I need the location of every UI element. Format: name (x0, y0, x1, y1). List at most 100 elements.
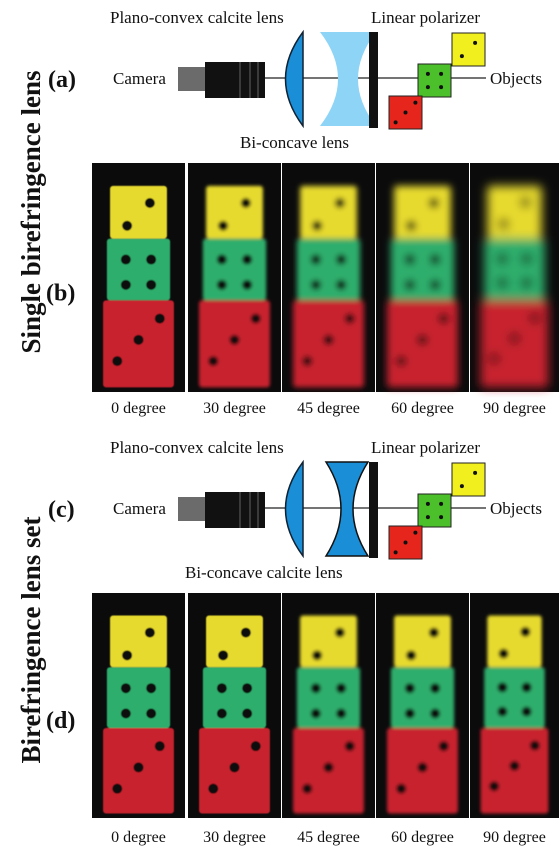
pip (405, 683, 415, 693)
figure: (a) Plano-convex calcite lens Linear polar… (0, 0, 559, 848)
pip (396, 356, 406, 366)
pip (497, 278, 507, 288)
caption: 30 degree (203, 400, 266, 417)
pip (522, 707, 532, 717)
dice-photo (293, 186, 364, 388)
pip (522, 682, 532, 692)
pip (439, 85, 443, 89)
pip (311, 255, 321, 265)
pip (208, 356, 218, 366)
pip (218, 650, 228, 660)
pip (336, 709, 346, 719)
pip (430, 709, 440, 719)
dice-photo (199, 616, 270, 814)
die (203, 239, 266, 301)
pip (429, 198, 439, 208)
caption: 45 degree (297, 829, 360, 846)
pip (324, 335, 334, 345)
pip (460, 484, 464, 488)
pip (217, 709, 227, 719)
pip (112, 784, 122, 794)
pip (336, 255, 346, 265)
panel-label: (d) (46, 708, 75, 734)
lens-label: Plano-convex calcite lens (110, 438, 284, 457)
pip (311, 709, 321, 719)
pip (230, 762, 240, 772)
dice-photo (481, 616, 549, 814)
pip (413, 531, 417, 535)
pip (530, 313, 540, 323)
pip (217, 255, 227, 265)
pip (312, 221, 322, 231)
dice-photo (199, 186, 270, 388)
polarizer (369, 32, 378, 128)
pip (396, 784, 406, 794)
panel-label: (a) (48, 67, 76, 93)
die (484, 667, 545, 728)
pip (430, 255, 440, 265)
pip (146, 709, 156, 719)
pip (145, 198, 155, 208)
pip (302, 784, 312, 794)
pip (302, 356, 312, 366)
caption: 90 degree (483, 829, 546, 846)
pip (242, 709, 252, 719)
pip (520, 197, 530, 207)
pip (208, 784, 218, 794)
pip (439, 741, 449, 751)
pip (251, 314, 261, 324)
pip (134, 762, 144, 772)
pip (146, 255, 156, 265)
pip (426, 85, 430, 89)
pip (336, 683, 346, 693)
pip (473, 471, 477, 475)
pip (394, 120, 398, 124)
pip (242, 683, 252, 693)
pip (311, 280, 321, 290)
pip (522, 254, 532, 264)
pip (426, 515, 430, 519)
pip (460, 54, 464, 58)
camera-label: Camera (113, 69, 166, 88)
lens-label: Bi-concave calcite lens (185, 563, 343, 582)
polarizer-label: Linear polarizer (371, 438, 480, 457)
pip (406, 650, 416, 660)
objects-label: Objects (490, 499, 542, 518)
dice-photo (103, 186, 174, 388)
panel-label: (c) (48, 497, 75, 523)
caption: 60 degree (391, 400, 454, 417)
die (110, 186, 167, 239)
caption: 0 degree (111, 829, 166, 846)
die (297, 239, 360, 301)
pip (489, 781, 499, 791)
pip (218, 221, 228, 231)
pip (404, 541, 408, 545)
lens-label: Bi-concave lens (240, 133, 349, 152)
die (452, 463, 485, 496)
pip (413, 101, 417, 105)
pip (439, 515, 443, 519)
pip (311, 683, 321, 693)
lens-label: Plano-convex calcite lens (110, 8, 284, 27)
pip (312, 650, 322, 660)
pip (121, 255, 131, 265)
pip (405, 255, 415, 265)
pip (426, 502, 430, 506)
pip (430, 683, 440, 693)
die (391, 239, 454, 301)
pip (430, 280, 440, 290)
pip (405, 709, 415, 719)
panel-label: (b) (46, 280, 75, 306)
pip (394, 550, 398, 554)
die (481, 300, 549, 387)
pip (230, 335, 240, 345)
pip (112, 356, 122, 366)
pip (497, 682, 507, 692)
side-label: Single birefringence lens (16, 71, 46, 354)
pip (217, 683, 227, 693)
polarizer-label: Linear polarizer (371, 8, 480, 27)
pip (242, 255, 252, 265)
bi-concave-lens (320, 32, 376, 126)
plano-convex-lens (286, 462, 304, 556)
die (418, 494, 451, 527)
